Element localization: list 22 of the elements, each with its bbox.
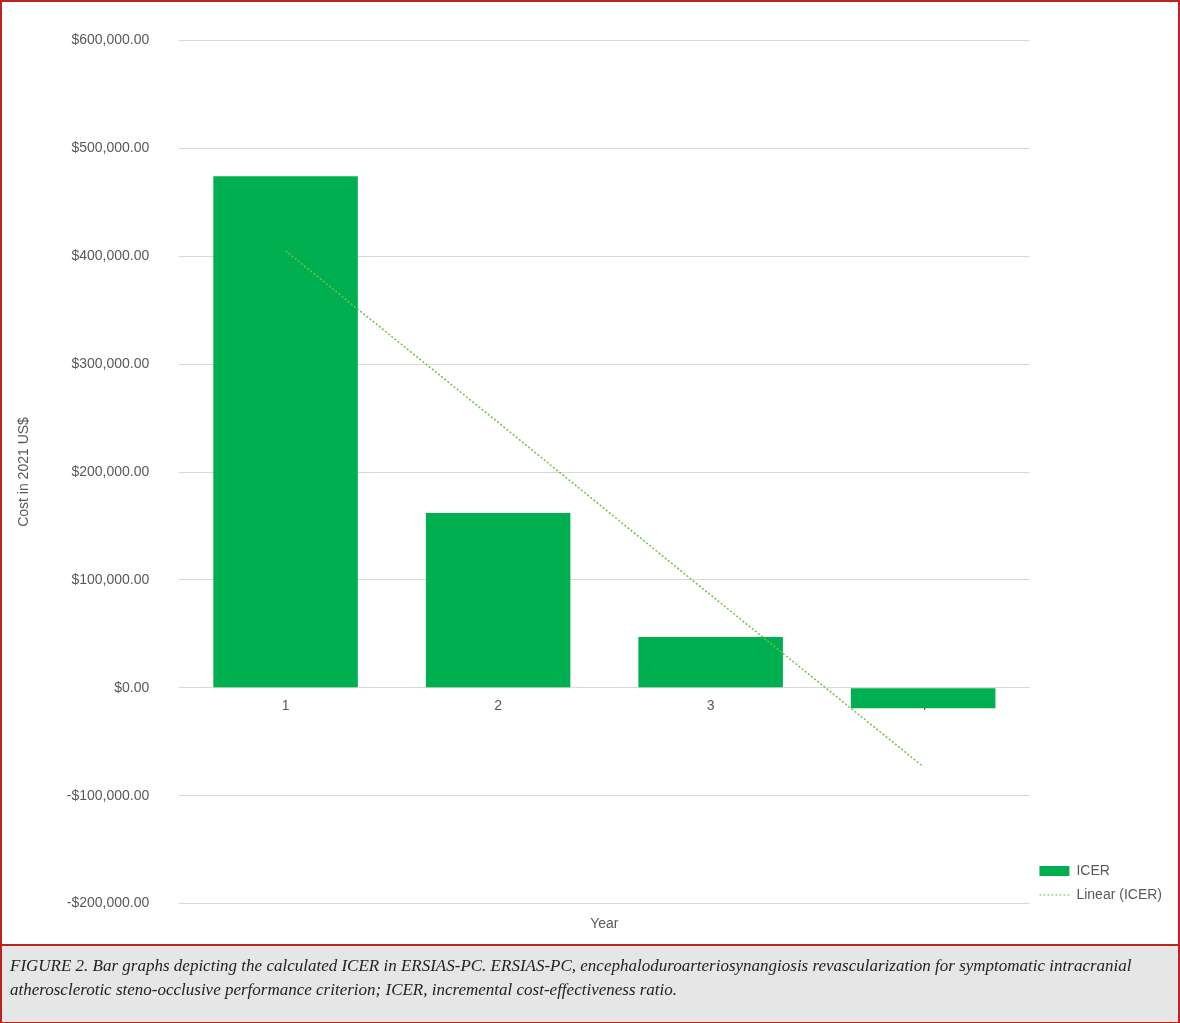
- x-tick-label: 2: [494, 697, 503, 714]
- y-axis-title: Cost in 2021 US$: [15, 416, 32, 527]
- x-axis-title: Year: [590, 914, 619, 931]
- bar: [850, 688, 996, 709]
- legend-label: Linear (ICER): [1076, 885, 1163, 902]
- y-tick-label: -$200,000.00: [66, 894, 150, 911]
- y-tick-label: $0.00: [114, 678, 150, 695]
- y-tick-label: $300,000.00: [71, 354, 150, 371]
- bar: [425, 513, 571, 688]
- bar: [213, 176, 358, 688]
- y-tick-label: $600,000.00: [71, 31, 150, 48]
- y-tick-label: $200,000.00: [71, 462, 150, 479]
- legend-label: ICER: [1076, 861, 1110, 878]
- y-tick-label: $500,000.00: [71, 139, 150, 156]
- x-tick-label: 1: [281, 697, 290, 714]
- y-tick-label: -$100,000.00: [66, 786, 150, 803]
- y-tick-label: $100,000.00: [71, 570, 150, 587]
- y-tick-label: $400,000.00: [71, 247, 150, 264]
- line-series: [284, 250, 924, 768]
- bar: [638, 637, 783, 688]
- x-tick-label: 3: [706, 697, 715, 714]
- caption: FIGURE 2. Bar graphs depicting the calculated ICER in ERSIAS-PC. ERSIAS-PC, encephaloduroarteriosynangiosis revascularization for symptomatic intracranial atherosclerotic steno-occlusive performance criterion; ICER, incremental cost-effectiveness ratio.: [2, 944, 1178, 1022]
